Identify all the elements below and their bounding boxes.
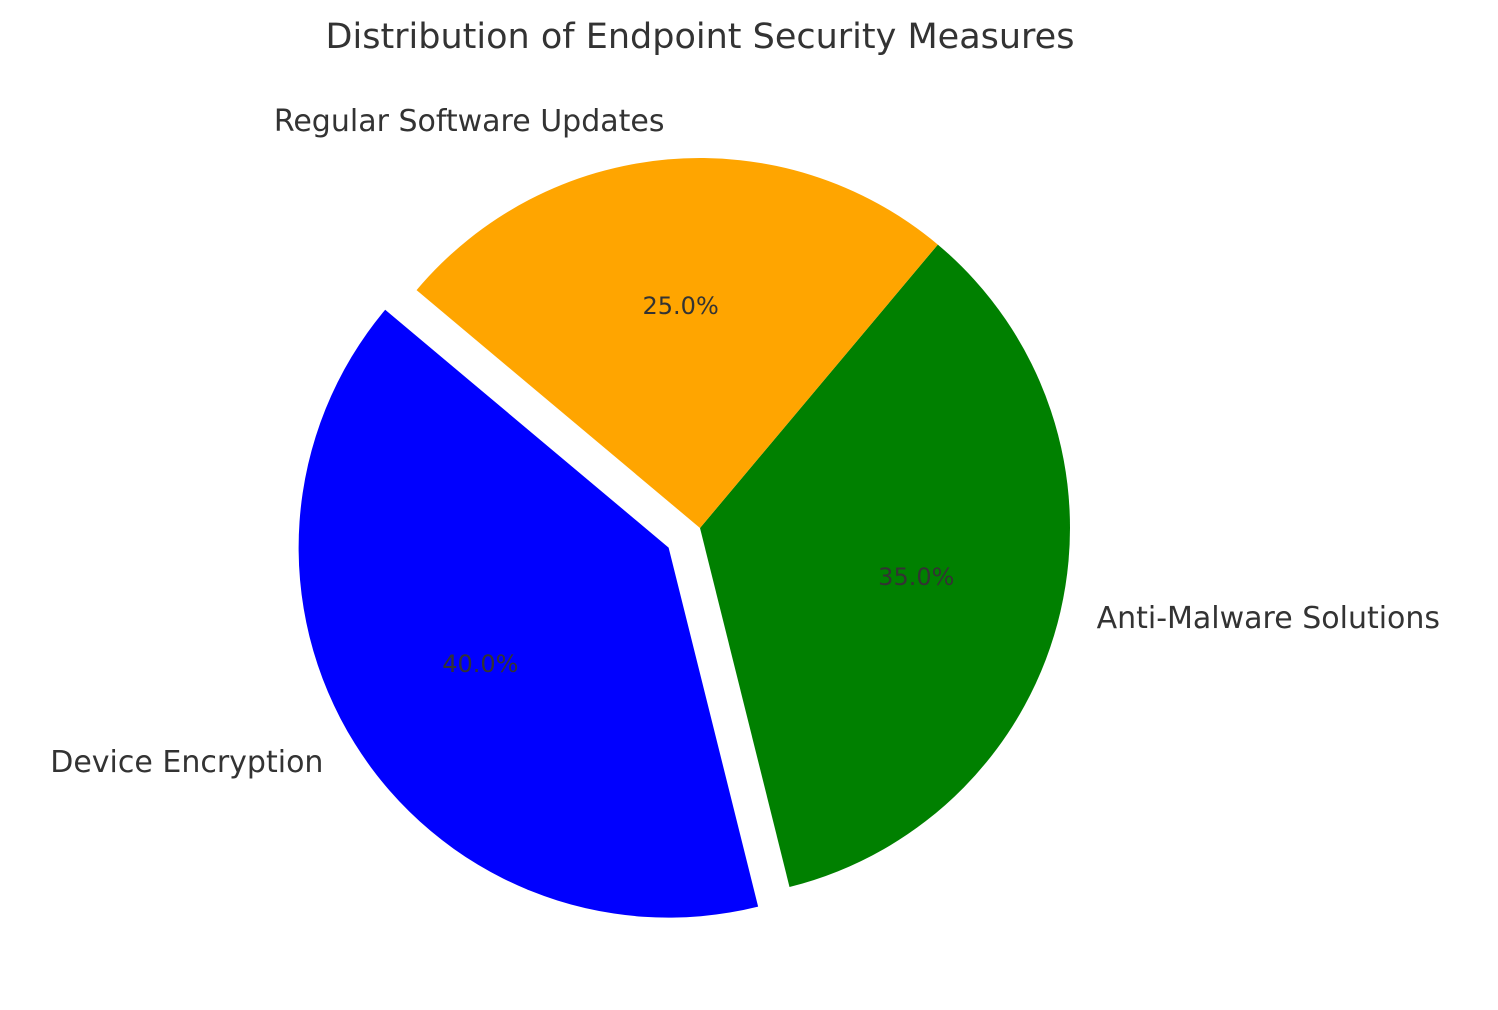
value-label: 40.0% bbox=[442, 650, 518, 678]
pie-slice bbox=[700, 244, 1070, 888]
value-label: 25.0% bbox=[643, 292, 719, 320]
chart-title: Distribution of Endpoint Security Measur… bbox=[326, 17, 1075, 57]
slice-label: Regular Software Updates bbox=[274, 104, 665, 139]
slice-label: Anti-Malware Solutions bbox=[1097, 601, 1441, 636]
slice-label: Device Encryption bbox=[50, 745, 323, 780]
value-label: 35.0% bbox=[878, 563, 954, 591]
pie-slice bbox=[416, 158, 938, 528]
pie-slice bbox=[298, 309, 759, 918]
